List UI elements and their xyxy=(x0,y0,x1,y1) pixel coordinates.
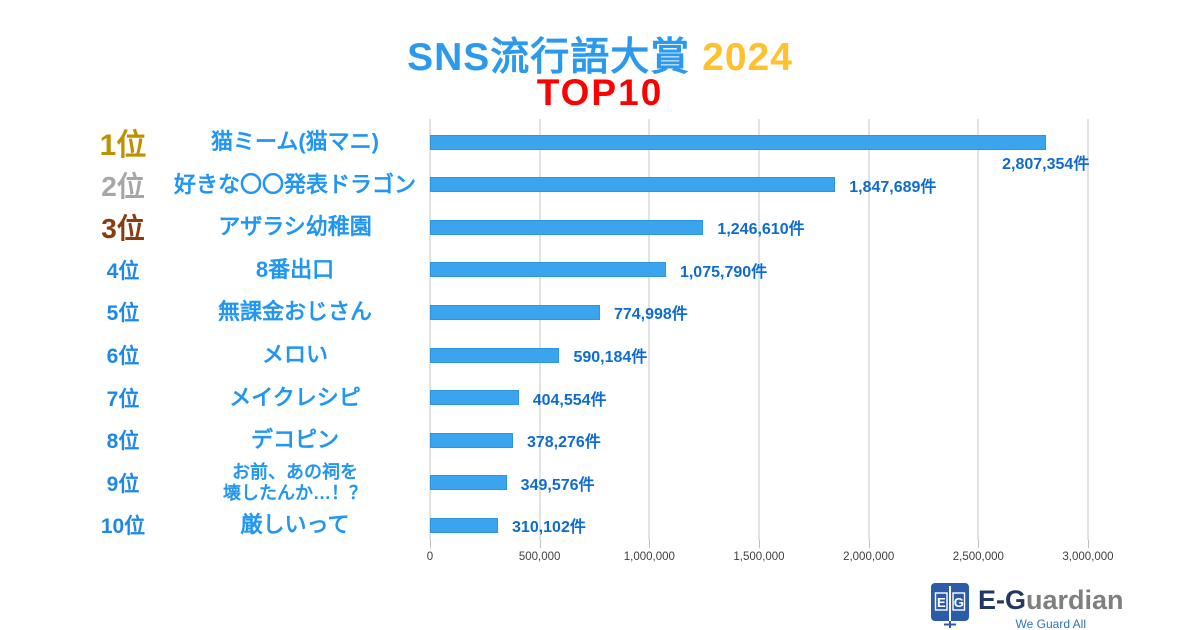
bar xyxy=(430,517,499,533)
item-name: お前、あの祠を 壊したんか…！？ xyxy=(223,461,367,503)
rank-label: 3位 xyxy=(101,213,145,245)
x-axis-tick xyxy=(759,540,760,548)
x-axis-tick xyxy=(539,540,541,548)
gridline xyxy=(538,119,541,540)
title-sub: TOP10 xyxy=(536,72,664,113)
rank-label: 9位 xyxy=(106,472,140,496)
item-name: デコピン xyxy=(250,427,339,453)
page-title: SNS流行語大賞 2024 xyxy=(0,26,1200,82)
bar xyxy=(430,304,600,320)
rank-label: 10位 xyxy=(100,515,146,539)
bar xyxy=(430,219,704,235)
rank-label: 8位 xyxy=(106,430,140,454)
gridline xyxy=(429,119,431,540)
x-axis-tick-label: 2,500,000 xyxy=(952,551,1004,563)
rank-label: 5位 xyxy=(106,302,140,326)
bar xyxy=(430,390,519,406)
rank-label: 7位 xyxy=(106,387,140,411)
brand-name: E-Guardian xyxy=(978,587,1124,614)
x-axis-tick xyxy=(1088,540,1089,548)
value-label: 774,998件 xyxy=(613,306,688,324)
rank-label: 2位 xyxy=(101,170,145,202)
x-axis-tick-label: 2,000,000 xyxy=(843,551,895,563)
brand-name-prefix: E-G xyxy=(978,585,1027,615)
x-axis-tick-label: 0 xyxy=(426,551,434,563)
title-main: SNS流行語大賞 xyxy=(407,36,691,79)
x-axis-tick xyxy=(978,540,980,548)
svg-text:G: G xyxy=(954,595,964,610)
bar xyxy=(430,475,507,491)
x-axis-tick-label: 3,000,000 xyxy=(1062,551,1114,563)
x-axis-tick-label: 1,500,000 xyxy=(733,551,785,563)
item-name: アザラシ幼稚園 xyxy=(218,214,372,240)
gridline xyxy=(648,119,651,540)
rank-label: 4位 xyxy=(106,259,140,283)
gridline xyxy=(758,119,760,540)
bar xyxy=(430,432,513,448)
value-label: 378,276件 xyxy=(526,434,601,452)
x-axis-tick-label: 1,000,000 xyxy=(623,551,675,563)
bar xyxy=(430,347,560,363)
value-label: 2,807,354件 xyxy=(1002,156,1090,173)
item-name: 厳しいって xyxy=(240,512,350,538)
x-axis-tick xyxy=(430,540,431,548)
bar xyxy=(430,177,836,193)
item-name: 8番出口 xyxy=(255,256,335,282)
bar xyxy=(430,262,666,278)
x-axis-tick xyxy=(868,540,870,548)
e-guardian-logo-icon: E G xyxy=(931,583,969,628)
brand-footer: E G E-Guardian We Guard All xyxy=(930,582,1124,630)
value-label: 404,554件 xyxy=(532,391,607,409)
item-name: 猫ミーム(猫マニ) xyxy=(211,129,379,155)
x-axis-tick-label: 500,000 xyxy=(518,551,561,563)
value-label: 1,246,610件 xyxy=(717,221,805,239)
title-year: 2024 xyxy=(702,36,793,79)
value-label: 1,847,689件 xyxy=(849,178,937,196)
value-label: 1,075,790件 xyxy=(679,263,768,281)
svg-text:E: E xyxy=(937,595,946,610)
item-name: メロい xyxy=(261,342,328,368)
value-label: 590,184件 xyxy=(573,349,648,366)
item-name: 無課金おじさん xyxy=(217,299,372,325)
value-label: 349,576件 xyxy=(520,476,595,494)
gridline xyxy=(1087,119,1089,540)
bar xyxy=(430,134,1046,150)
gridline xyxy=(867,119,870,540)
item-name: メイクレシピ xyxy=(229,384,361,410)
x-axis-tick xyxy=(649,540,651,548)
rank-label: 1位 xyxy=(99,129,147,162)
gridline xyxy=(977,119,980,540)
brand-tagline: We Guard All xyxy=(1015,617,1087,630)
rank-label: 6位 xyxy=(106,345,140,368)
item-name: 好きな〇〇発表ドラゴン xyxy=(173,171,416,197)
value-label: 310,102件 xyxy=(512,519,586,537)
brand-name-suffix: uardian xyxy=(1026,585,1124,615)
